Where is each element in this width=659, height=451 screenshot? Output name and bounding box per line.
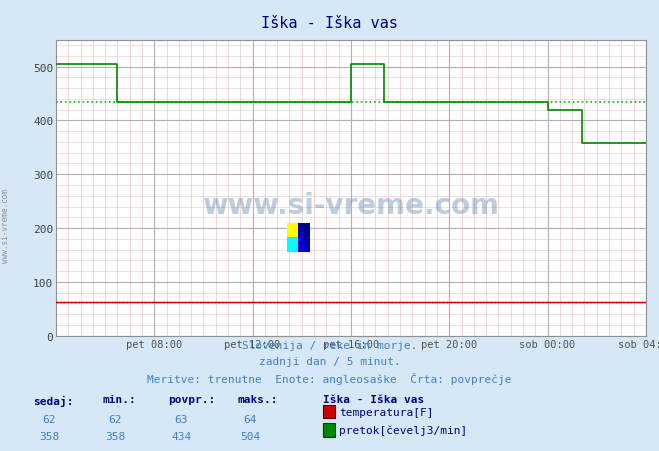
Text: Iška - Iška vas: Iška - Iška vas [323,395,424,405]
Text: 358: 358 [40,431,59,441]
Text: Slovenija / reke in morje.: Slovenija / reke in morje. [242,341,417,350]
Text: 434: 434 [171,431,191,441]
Text: pretok[čevelj3/min]: pretok[čevelj3/min] [339,424,468,435]
Text: Iška - Iška vas: Iška - Iška vas [261,16,398,31]
Text: temperatura[F]: temperatura[F] [339,407,434,417]
Bar [287,223,298,238]
Text: 62: 62 [43,414,56,424]
Text: www.si-vreme.com: www.si-vreme.com [202,192,500,220]
Text: 64: 64 [244,414,257,424]
Text: 62: 62 [109,414,122,424]
Bar [287,238,298,253]
Text: sedaj:: sedaj: [33,395,73,405]
Text: zadnji dan / 5 minut.: zadnji dan / 5 minut. [258,356,401,366]
Text: povpr.:: povpr.: [168,395,215,405]
Text: 504: 504 [241,431,260,441]
Text: Meritve: trenutne  Enote: angleosaške  Črta: povprečje: Meritve: trenutne Enote: angleosaške Črt… [147,372,512,384]
Text: 63: 63 [175,414,188,424]
Bar [298,223,310,253]
Text: min.:: min.: [102,395,136,405]
Text: maks.:: maks.: [237,395,277,405]
Text: 358: 358 [105,431,125,441]
Text: www.si-vreme.com: www.si-vreme.com [1,189,10,262]
Polygon shape [298,223,310,253]
